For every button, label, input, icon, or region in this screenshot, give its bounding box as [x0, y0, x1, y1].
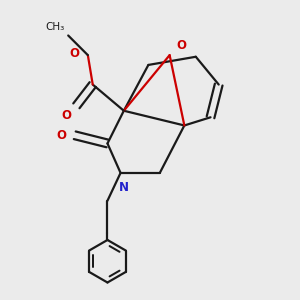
Text: O: O: [70, 47, 80, 60]
Text: CH₃: CH₃: [46, 22, 65, 32]
Text: N: N: [119, 181, 129, 194]
Text: O: O: [176, 39, 186, 52]
Text: O: O: [61, 109, 71, 122]
Text: O: O: [57, 129, 67, 142]
